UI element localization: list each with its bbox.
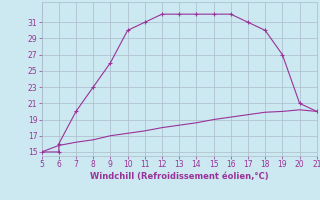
X-axis label: Windchill (Refroidissement éolien,°C): Windchill (Refroidissement éolien,°C) xyxy=(90,172,268,181)
